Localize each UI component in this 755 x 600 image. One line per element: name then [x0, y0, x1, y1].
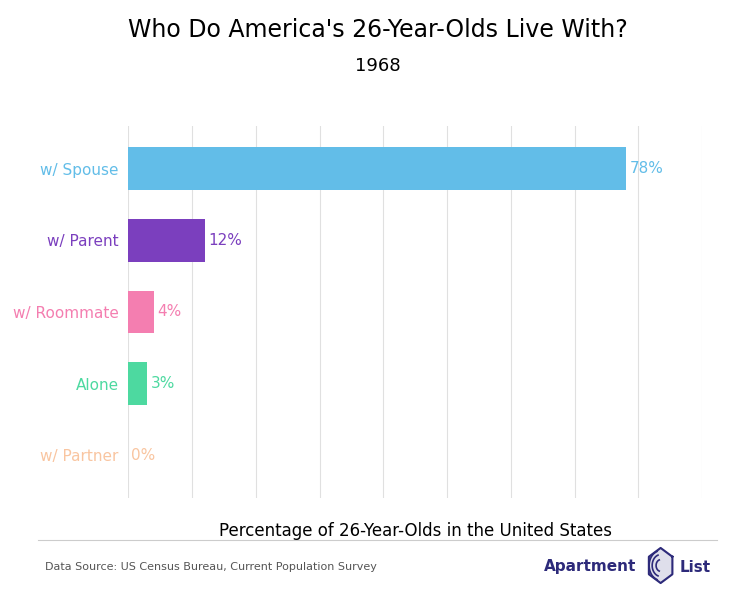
Text: 0%: 0%	[131, 448, 155, 463]
Text: 12%: 12%	[208, 233, 242, 248]
Text: 78%: 78%	[630, 161, 664, 176]
Bar	[128, 362, 147, 405]
Polygon shape	[649, 548, 673, 583]
Text: 3%: 3%	[151, 376, 176, 391]
Text: Who Do America's 26-Year-Olds Live With?: Who Do America's 26-Year-Olds Live With?	[128, 18, 627, 42]
Text: Data Source: US Census Bureau, Current Population Survey: Data Source: US Census Bureau, Current P…	[45, 562, 378, 572]
Text: Apartment: Apartment	[544, 559, 636, 575]
Text: List: List	[680, 559, 710, 575]
Bar	[128, 290, 154, 334]
Text: 4%: 4%	[158, 304, 182, 319]
Bar	[128, 148, 626, 190]
Bar	[128, 219, 205, 262]
Text: 1968: 1968	[355, 57, 400, 75]
Text: Percentage of 26-Year-Olds in the United States: Percentage of 26-Year-Olds in the United…	[219, 522, 612, 540]
